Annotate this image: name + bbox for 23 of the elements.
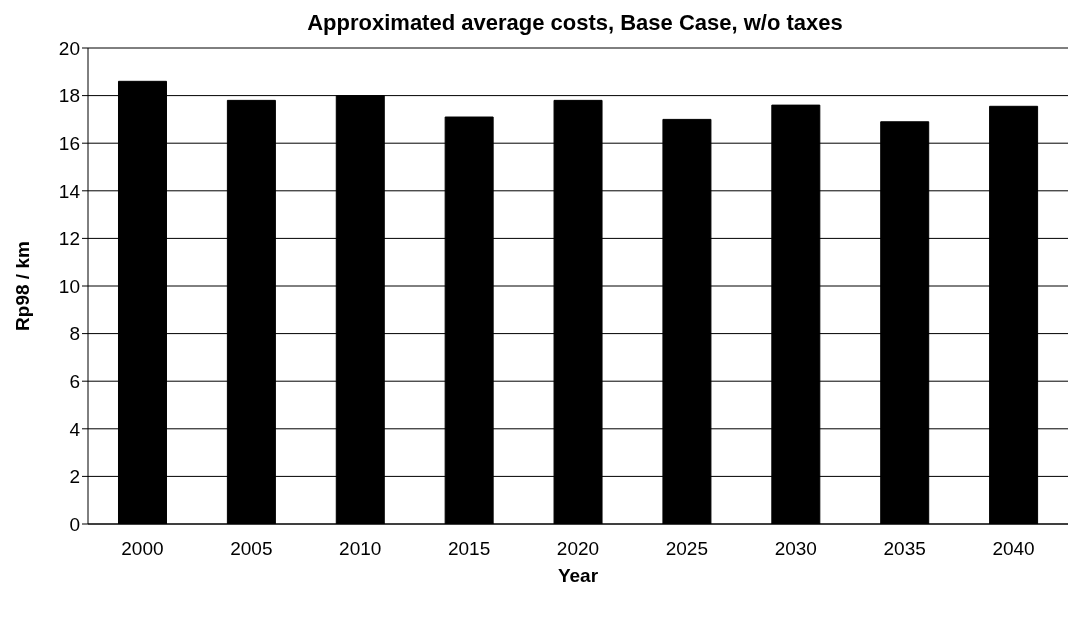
y-tick-label: 20: [58, 37, 80, 59]
x-tick-label: 2025: [665, 538, 709, 560]
y-tick-label: 18: [58, 85, 80, 107]
x-tick-label: 2015: [447, 538, 491, 560]
y-tick-label: 4: [69, 418, 81, 440]
x-tick-label: 2000: [121, 538, 164, 560]
x-tick-label: 2035: [883, 538, 926, 560]
y-tick-label: 0: [69, 513, 80, 535]
y-tick-label: 6: [69, 370, 80, 392]
y-tick-label: 16: [58, 132, 80, 154]
x-tick-label: 2005: [230, 538, 273, 560]
x-tick-label: 2010: [339, 538, 382, 560]
x-tick-label: 2020: [556, 538, 600, 560]
y-tick-label: 10: [58, 275, 80, 297]
chart-title: Approximated average costs, Base Case, w/o taxes: [306, 10, 844, 36]
x-tick-label: 2030: [774, 538, 817, 560]
y-axis-title: Rp98 / km: [11, 241, 33, 331]
y-tick-label: 8: [69, 323, 80, 345]
x-axis-title: Year: [557, 565, 599, 586]
y-tick-label: 12: [58, 228, 80, 250]
x-tick-label: 2040: [992, 538, 1035, 560]
y-tick-label: 14: [58, 180, 81, 202]
y-tick-label: 2: [69, 466, 80, 488]
